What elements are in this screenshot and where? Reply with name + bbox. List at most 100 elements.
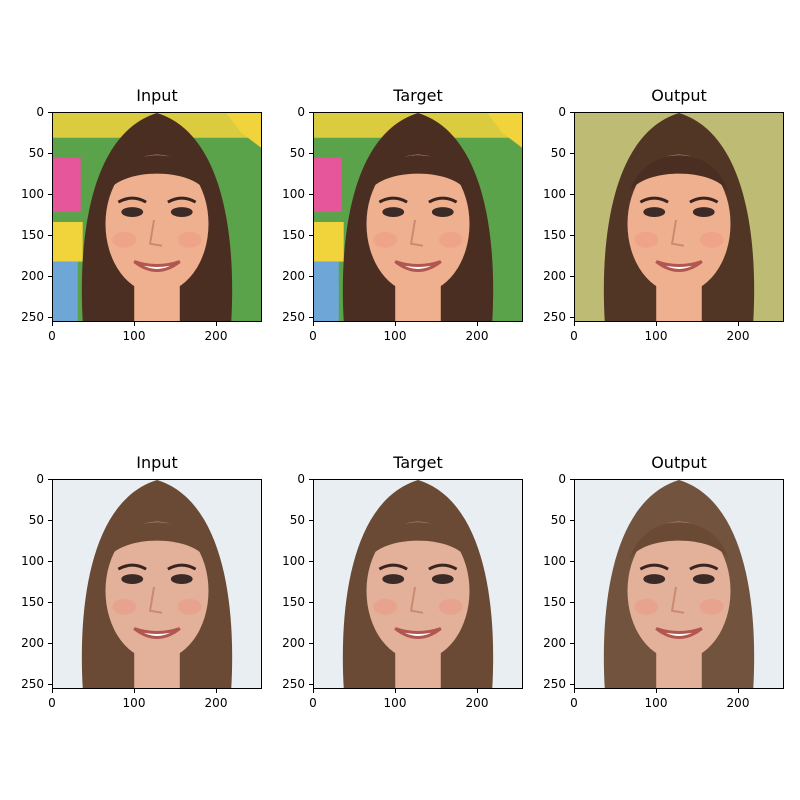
x-tick-label: 200	[465, 696, 489, 710]
y-tick-label: 0	[36, 472, 44, 486]
y-tick-mark	[309, 153, 313, 154]
panel-title: Input	[136, 86, 178, 105]
panel-title: Input	[136, 453, 178, 472]
x-tick-label: 200	[204, 696, 228, 710]
y-tick-mark	[48, 194, 52, 195]
y-tick-label: 250	[543, 310, 566, 324]
y-tick-label: 150	[21, 228, 44, 242]
y-tick-mark	[48, 479, 52, 480]
y-tick-mark	[309, 602, 313, 603]
x-tick-label: 200	[465, 329, 489, 343]
y-tick-mark	[570, 153, 574, 154]
y-tick-label: 250	[21, 677, 44, 691]
y-tick-mark	[570, 561, 574, 562]
y-tick-mark	[570, 684, 574, 685]
x-tick-label: 200	[726, 696, 750, 710]
x-tick-mark	[395, 322, 396, 326]
x-tick-mark	[574, 689, 575, 693]
x-tick-label: 100	[383, 696, 407, 710]
y-tick-mark	[570, 479, 574, 480]
y-tick-label: 150	[282, 595, 305, 609]
y-tick-label: 50	[28, 146, 44, 160]
x-tick-label: 0	[48, 696, 56, 710]
y-tick-mark	[48, 643, 52, 644]
y-tick-label: 250	[282, 310, 305, 324]
y-tick-label: 200	[21, 269, 44, 283]
x-tick-label: 200	[726, 329, 750, 343]
y-tick-label: 200	[543, 636, 566, 650]
panel-title: Target	[393, 86, 443, 105]
y-tick-label: 100	[543, 187, 566, 201]
x-tick-mark	[134, 322, 135, 326]
y-tick-label: 150	[543, 595, 566, 609]
y-tick-mark	[309, 235, 313, 236]
y-tick-label: 150	[21, 595, 44, 609]
x-tick-mark	[574, 322, 575, 326]
x-tick-label: 0	[570, 696, 578, 710]
y-tick-label: 150	[282, 228, 305, 242]
y-tick-mark	[48, 112, 52, 113]
y-tick-mark	[309, 276, 313, 277]
y-tick-mark	[48, 317, 52, 318]
face-image	[53, 480, 261, 688]
y-tick-mark	[309, 194, 313, 195]
y-tick-mark	[48, 561, 52, 562]
image-panel	[574, 479, 784, 689]
y-tick-mark	[309, 643, 313, 644]
y-tick-mark	[570, 112, 574, 113]
x-tick-mark	[477, 322, 478, 326]
y-tick-mark	[48, 235, 52, 236]
x-tick-label: 200	[204, 329, 228, 343]
y-tick-mark	[309, 479, 313, 480]
y-tick-label: 200	[543, 269, 566, 283]
y-tick-mark	[48, 153, 52, 154]
image-panel	[313, 479, 523, 689]
y-tick-label: 100	[282, 187, 305, 201]
x-tick-label: 0	[48, 329, 56, 343]
y-tick-label: 50	[289, 513, 305, 527]
y-tick-label: 0	[558, 472, 566, 486]
y-tick-mark	[48, 276, 52, 277]
y-tick-label: 200	[282, 269, 305, 283]
y-tick-mark	[48, 684, 52, 685]
y-tick-mark	[309, 684, 313, 685]
x-tick-mark	[216, 689, 217, 693]
y-tick-label: 100	[21, 554, 44, 568]
y-tick-mark	[48, 520, 52, 521]
x-tick-mark	[738, 322, 739, 326]
y-tick-mark	[309, 317, 313, 318]
y-tick-label: 200	[21, 636, 44, 650]
y-tick-label: 50	[550, 513, 566, 527]
x-tick-mark	[313, 322, 314, 326]
face-image	[314, 480, 522, 688]
y-tick-mark	[570, 643, 574, 644]
y-tick-label: 100	[282, 554, 305, 568]
panel-title: Output	[651, 453, 707, 472]
face-image	[575, 480, 783, 688]
y-tick-label: 100	[543, 554, 566, 568]
x-tick-mark	[656, 689, 657, 693]
y-tick-mark	[570, 276, 574, 277]
y-tick-label: 50	[289, 146, 305, 160]
x-tick-mark	[134, 689, 135, 693]
y-tick-mark	[309, 112, 313, 113]
y-tick-label: 50	[550, 146, 566, 160]
y-tick-label: 250	[21, 310, 44, 324]
y-tick-mark	[48, 602, 52, 603]
x-tick-mark	[477, 689, 478, 693]
face-image	[575, 113, 783, 321]
face-image	[314, 113, 522, 321]
y-tick-label: 250	[282, 677, 305, 691]
y-tick-mark	[570, 194, 574, 195]
y-tick-mark	[309, 561, 313, 562]
image-panel	[52, 112, 262, 322]
image-panel	[313, 112, 523, 322]
x-tick-mark	[395, 689, 396, 693]
y-tick-mark	[309, 520, 313, 521]
y-tick-label: 150	[543, 228, 566, 242]
x-tick-label: 100	[122, 696, 146, 710]
y-tick-label: 0	[36, 105, 44, 119]
y-tick-mark	[570, 602, 574, 603]
x-tick-mark	[52, 689, 53, 693]
panel-title: Target	[393, 453, 443, 472]
